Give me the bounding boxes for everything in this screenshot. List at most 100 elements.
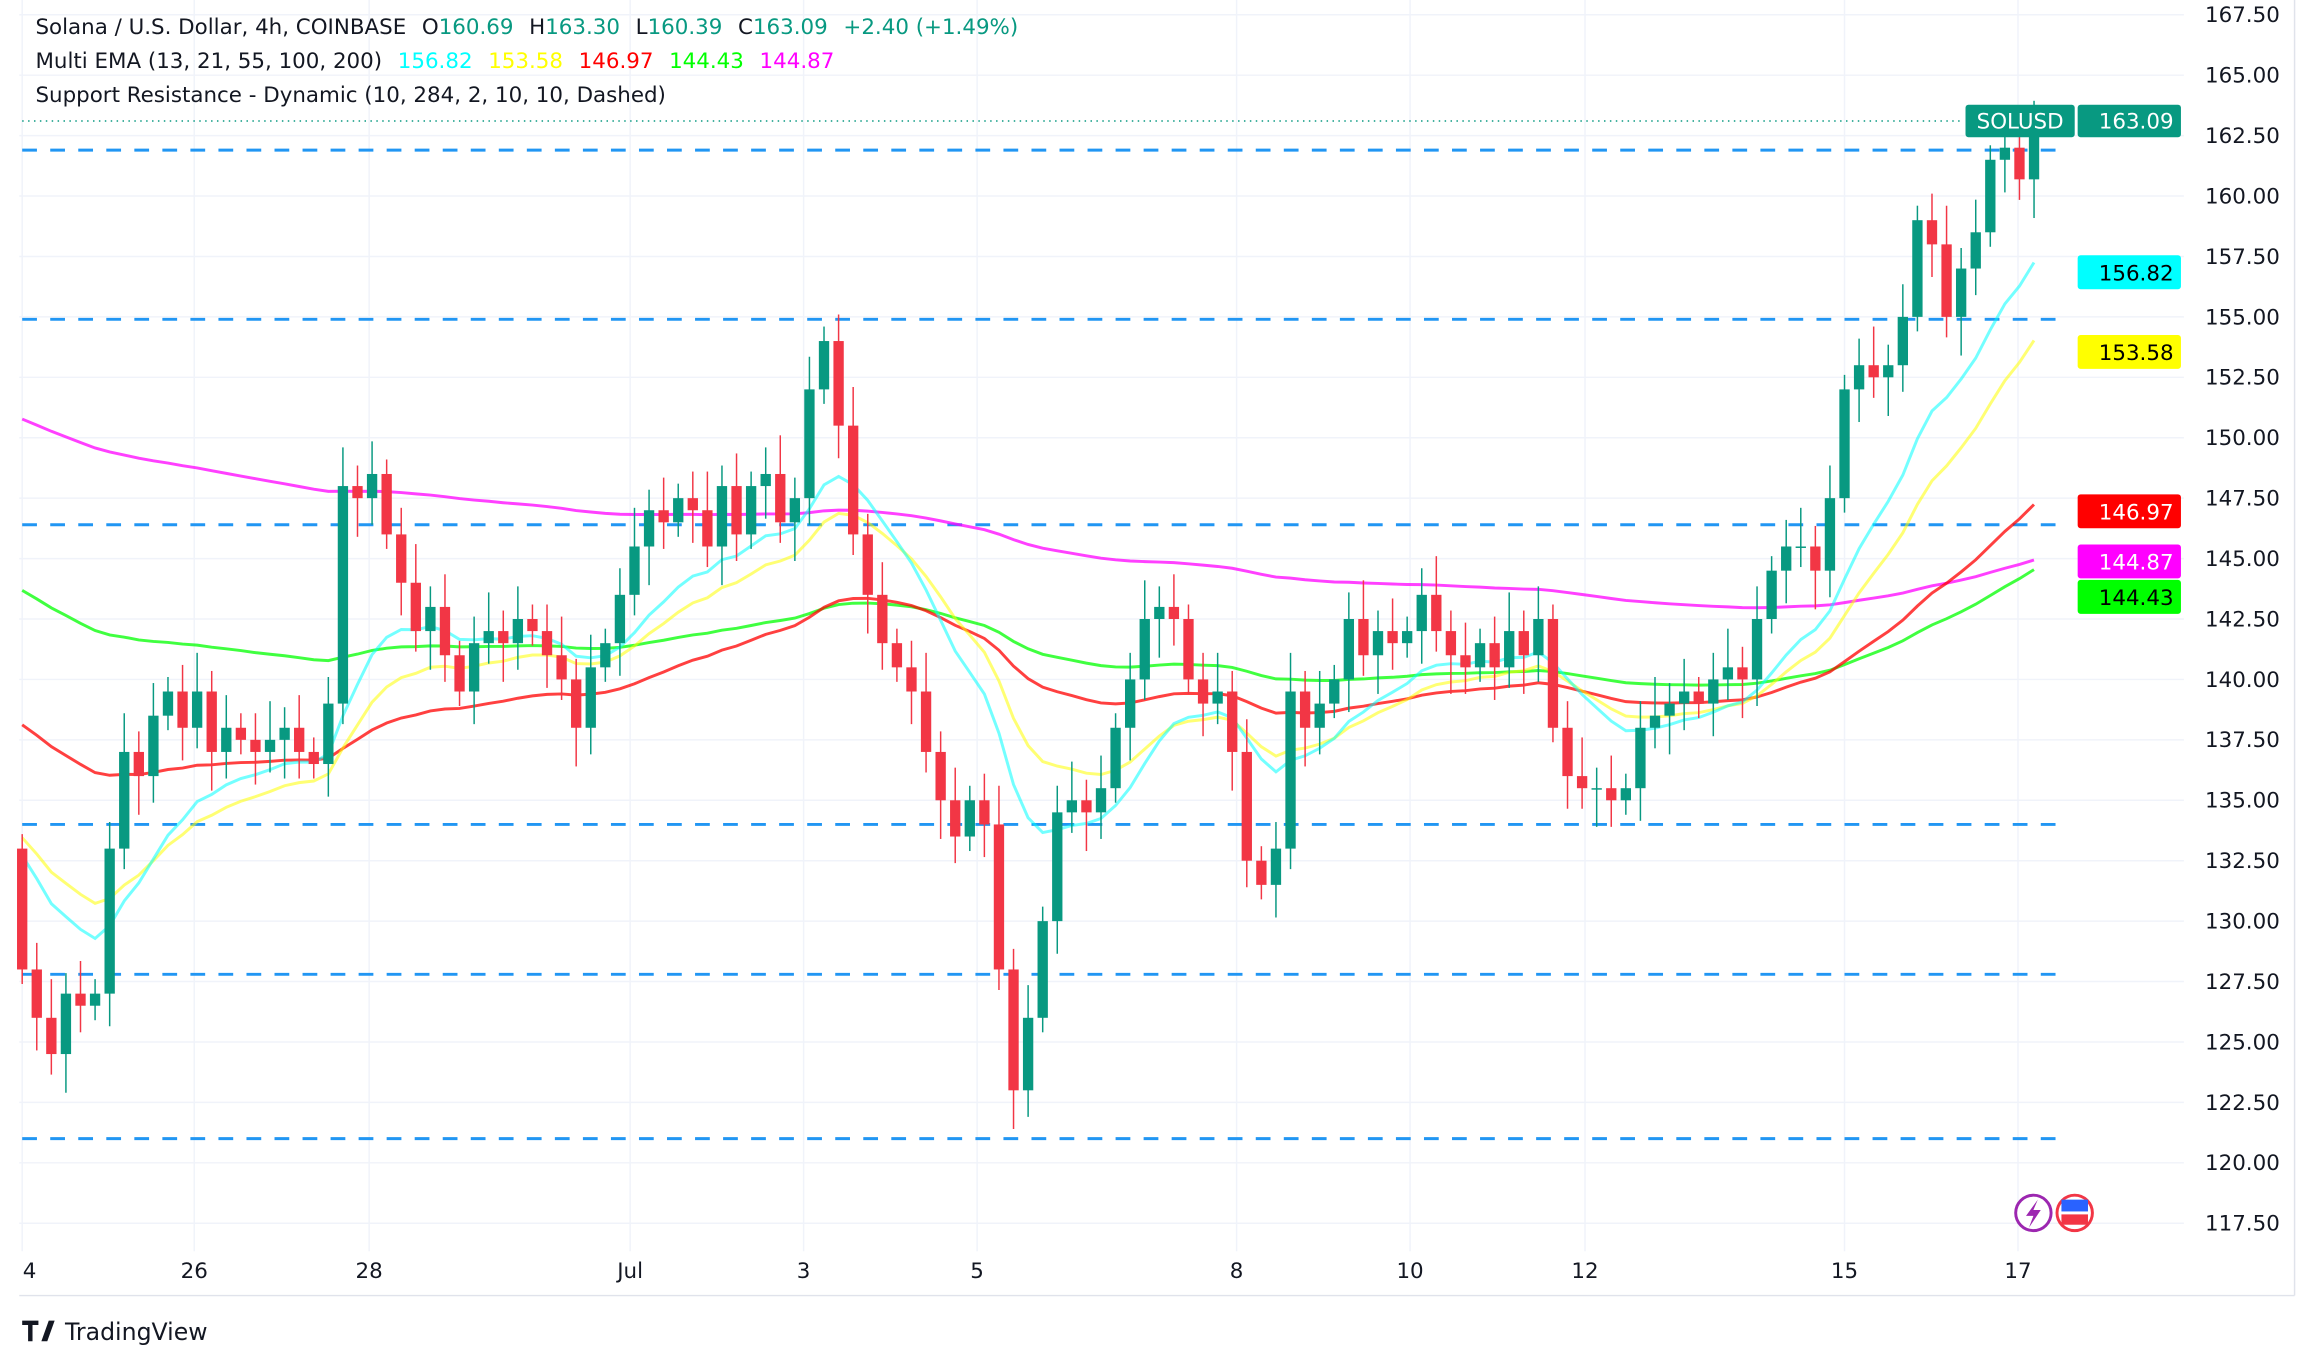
candle-body	[1504, 631, 1515, 668]
candle-body	[1839, 389, 1850, 499]
candle-body	[1314, 703, 1325, 728]
svg-text:146.97: 146.97	[2099, 500, 2174, 525]
candle-up	[366, 441, 378, 525]
tradingview-logo-icon	[22, 1320, 55, 1342]
candle-down	[1168, 574, 1180, 646]
candle-body	[906, 667, 917, 692]
candle-body	[1751, 619, 1763, 680]
candle-body	[1664, 703, 1675, 716]
lightning-event-icon[interactable]	[2014, 1193, 2053, 1233]
candle-down	[731, 453, 742, 561]
candle-body	[877, 594, 888, 644]
candle-down	[177, 664, 188, 761]
candle-down	[906, 640, 917, 725]
candle-down	[1256, 846, 1267, 900]
candle-body	[964, 800, 975, 837]
candle-up	[148, 683, 159, 803]
candle-body	[760, 473, 771, 487]
candle-body	[1270, 848, 1282, 885]
candle-up	[1985, 145, 1996, 247]
price-tick-label: 157.50	[2205, 245, 2280, 270]
price-axis[interactable]: 167.50 165.00 162.50 160.00 157.50 155.00 152.…	[2205, 3, 2280, 1236]
candle-up	[1722, 628, 1734, 700]
candle-body	[731, 486, 742, 535]
candle-down	[950, 767, 961, 864]
price-tick-label: 150.00	[2205, 426, 2280, 451]
us-flag-event-icon[interactable]	[2055, 1193, 2094, 1233]
candle-body	[775, 473, 786, 523]
candle-up	[512, 586, 524, 670]
time-tick-label: Jul	[615, 1259, 643, 1284]
candle-body	[1154, 606, 1165, 620]
candle-body	[221, 727, 232, 752]
svg-text:144.87: 144.87	[2099, 551, 2174, 576]
legend-ema-line: Multi EMA (13, 21, 55, 100, 200) 156.82 …	[35, 49, 834, 74]
candle-down	[235, 713, 247, 755]
candle-body	[1795, 546, 1806, 548]
candle-up	[1781, 519, 1792, 604]
open-value: 160.69	[439, 15, 514, 40]
candle-body	[279, 727, 290, 740]
ema13-badge: 156.82	[2077, 255, 2181, 290]
candle-body	[1445, 631, 1457, 656]
candle-body	[89, 993, 101, 1006]
candle-up	[337, 447, 349, 725]
candle-body	[177, 691, 188, 728]
candle-body	[468, 643, 480, 692]
candle-down	[993, 785, 1005, 991]
candle-body	[993, 824, 1005, 970]
candle-down	[17, 834, 28, 984]
candle-body	[1781, 546, 1792, 571]
candle-up	[1649, 677, 1661, 749]
candle-body	[1999, 147, 2011, 160]
candle-body	[1183, 619, 1194, 680]
candle-body	[1766, 570, 1777, 620]
last-price-badge: 163.09	[2077, 104, 2181, 138]
time-tick-label: 5	[970, 1259, 984, 1284]
price-tick-label: 145.00	[2205, 547, 2280, 572]
candle-up	[1955, 247, 1967, 356]
candle-body	[75, 993, 86, 1006]
candle-body	[512, 619, 524, 644]
candle-up	[279, 707, 290, 779]
candle-body	[1693, 691, 1704, 704]
candle-body	[119, 751, 130, 849]
time-axis[interactable]: 4 26 28 Jul 3 5 8 10 12 15 17	[23, 1259, 2032, 1284]
candle-body	[1576, 776, 1588, 789]
candle-body	[818, 341, 830, 390]
candle-down	[294, 695, 305, 779]
candle-body	[629, 546, 640, 595]
candle-down	[75, 961, 86, 1033]
candle-up	[1139, 580, 1150, 700]
candle-down	[702, 471, 713, 568]
time-tick-label: 28	[356, 1259, 383, 1284]
tradingview-logo[interactable]: TradingView	[22, 1318, 208, 1346]
candle-body	[439, 606, 451, 656]
price-tick-label: 125.00	[2205, 1030, 2280, 1055]
candle-body	[60, 993, 72, 1055]
candle-body	[1372, 631, 1384, 656]
candle-body	[1227, 691, 1238, 752]
price-tick-label: 147.50	[2205, 487, 2280, 512]
legend-sr-line: Support Resistance - Dynamic (10, 284, 2…	[35, 83, 665, 108]
candle-up	[1897, 284, 1908, 392]
brand-name: TradingView	[64, 1318, 208, 1346]
candle-down	[1431, 556, 1442, 652]
candle-body	[1926, 220, 1938, 245]
candle-body	[366, 473, 378, 499]
price-tick-label: 135.00	[2205, 789, 2280, 814]
candle-down	[31, 942, 42, 1051]
candle-down	[877, 562, 888, 670]
candle-body	[1985, 159, 1996, 233]
candle-body	[1620, 788, 1632, 801]
candle-body	[848, 425, 859, 535]
candle-up	[673, 483, 684, 537]
candle-body	[891, 643, 903, 668]
ema55-badge: 146.97	[2077, 494, 2181, 529]
candle-body	[264, 739, 276, 752]
candle-body	[454, 655, 465, 692]
candle-down	[862, 513, 873, 634]
candle-body	[1810, 546, 1821, 571]
candle-body	[352, 486, 363, 499]
